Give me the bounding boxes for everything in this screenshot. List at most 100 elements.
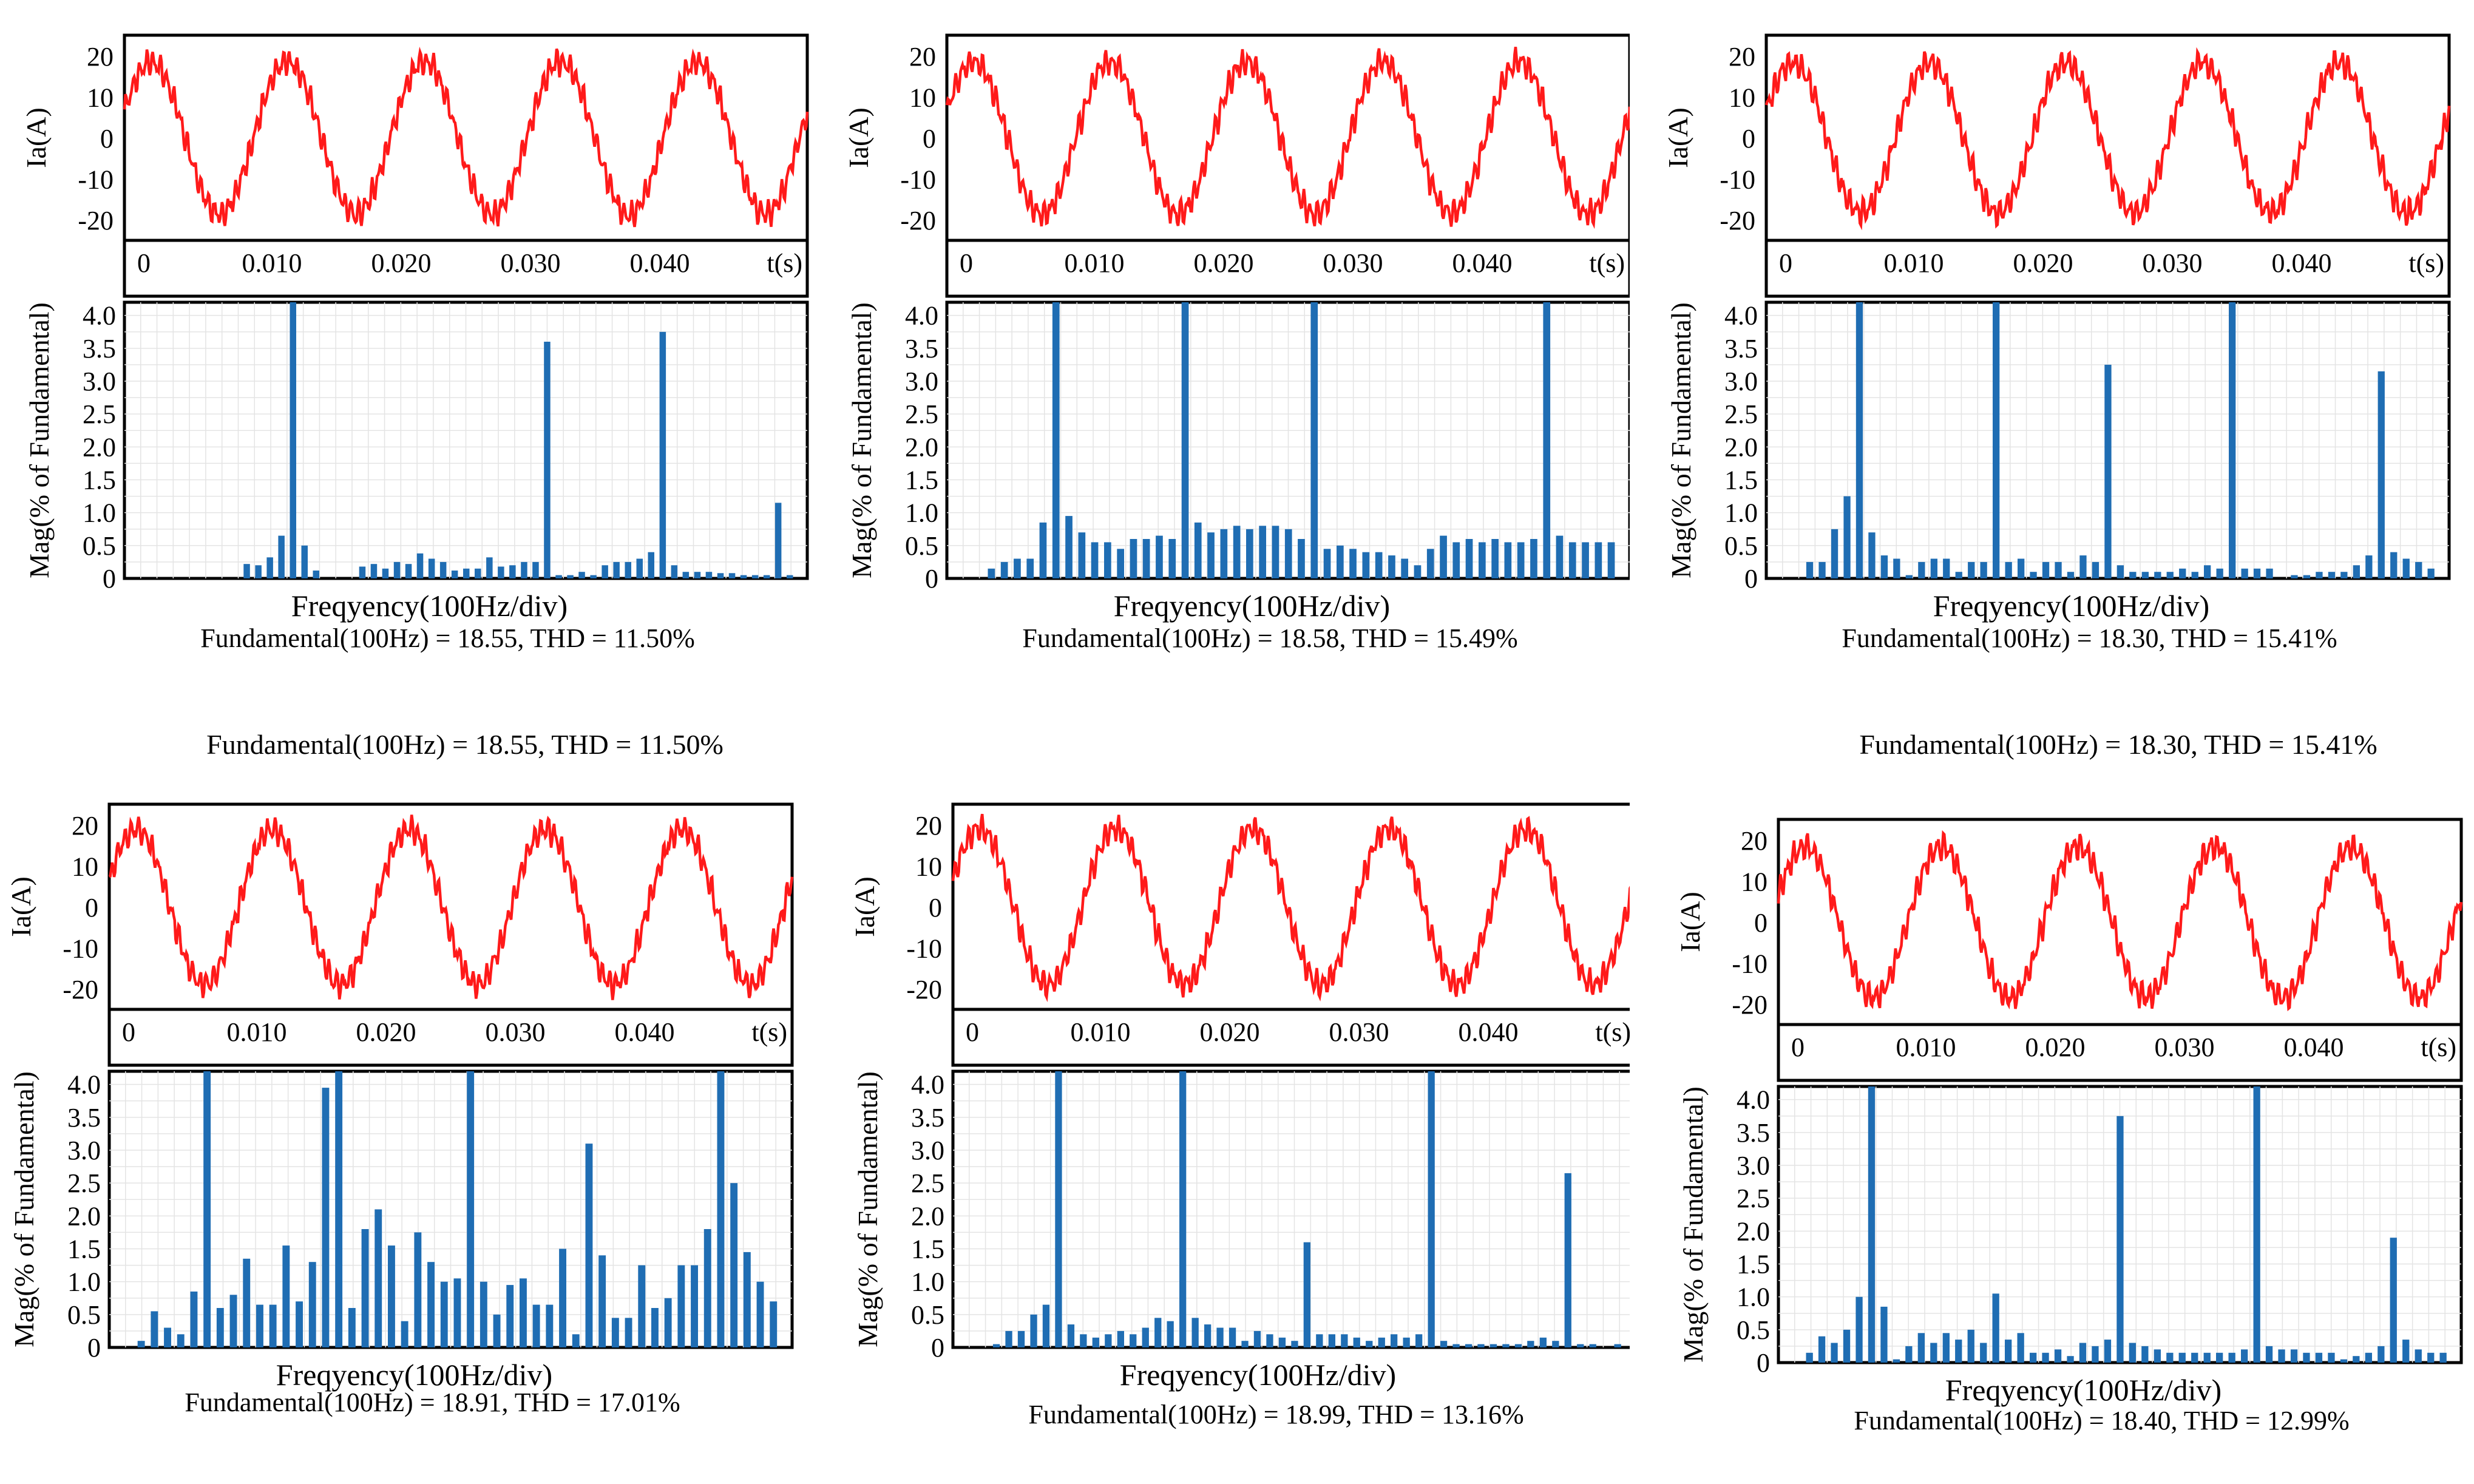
harmonic-bar	[1241, 1341, 1249, 1347]
harmonic-bar	[2204, 565, 2211, 578]
spec-ytick-label: 1.5	[1737, 1250, 1770, 1279]
harmonic-bar	[2216, 568, 2223, 579]
harmonic-bar	[416, 553, 424, 578]
harmonic-bar	[1253, 1330, 1261, 1347]
time-tick-label: 0.010	[1065, 248, 1125, 278]
harmonic-bar	[2116, 1116, 2124, 1363]
harmonic-bar	[1426, 549, 1434, 579]
spec-ylabel: Mag(% of Fundamental)	[852, 1071, 883, 1347]
spec-ytick-label: 1.0	[1724, 498, 1758, 528]
harmonic-bar	[1207, 532, 1215, 578]
spec-ytick-label: 3.5	[83, 334, 116, 364]
harmonic-bar	[2439, 1352, 2447, 1363]
harmonic-bar	[691, 1265, 698, 1347]
harmonic-bar	[743, 1252, 751, 1347]
spec-ylabel: Mag(% of Fundamental)	[846, 302, 877, 578]
harmonic-bar	[1942, 1333, 1950, 1363]
harmonic-bar	[335, 1071, 343, 1347]
current-waveform-line	[945, 47, 1630, 229]
wave-ytick-label: -10	[1720, 165, 1755, 195]
harmonic-bar	[1880, 555, 1888, 578]
wave-ytick-label: -10	[1732, 949, 1767, 979]
harmonic-bar	[1917, 1333, 1925, 1363]
time-tick-label: 0.030	[2143, 248, 2203, 278]
spec-ylabel: Mag(% of Fundamental)	[1666, 302, 1696, 578]
wave-ylabel: Ia(A)	[5, 876, 36, 937]
harmonic-bar	[2353, 565, 2360, 578]
panel-top-middle: 20 10 0 -10 -20 Ia(A) 0 0.010 0.020 0.030 0.040 t(s…	[843, 33, 1630, 653]
harmonic-bar	[1465, 539, 1473, 578]
harmonic-bar	[1831, 529, 1839, 579]
wave-ytick-label: -20	[78, 206, 114, 235]
wave-ytick-label: -20	[906, 975, 942, 1005]
harmonic-bar	[308, 1262, 316, 1347]
spec-ytick-label: 3.0	[905, 367, 938, 396]
harmonic-bar	[751, 575, 759, 578]
harmonic-bar	[2315, 1352, 2323, 1363]
time-tick-label: 0.010	[1071, 1017, 1131, 1047]
thd-caption: Fundamental(100Hz) = 18.99, THD = 13.16%	[1028, 1400, 1523, 1429]
harmonic-bar	[2079, 1343, 2087, 1363]
harmonic-bar	[1856, 1296, 1863, 1363]
harmonic-bar	[1278, 1337, 1286, 1348]
wave-ylabel: Ia(A)	[1675, 892, 1706, 952]
harmonic-bar	[2154, 1349, 2161, 1363]
harmonic-bar	[1556, 535, 1564, 578]
harmonic-bar	[1415, 1334, 1423, 1347]
spec-ytick-label: 1.5	[67, 1235, 101, 1264]
waveform-plot-area	[951, 802, 1630, 1011]
harmonic-bar	[439, 561, 447, 578]
harmonic-bar	[216, 1308, 224, 1347]
spec-xlabel: Freqyency(100Hz/div)	[1114, 589, 1390, 623]
harmonic-bar	[717, 1071, 725, 1347]
harmonic-bar	[1589, 1344, 1596, 1347]
harmonic-bar	[1428, 1071, 1435, 1347]
harmonic-bar	[440, 1281, 448, 1347]
harmonic-bar	[1831, 1343, 1838, 1363]
harmonic-bar	[1582, 542, 1589, 578]
harmonic-bar	[1130, 1334, 1137, 1347]
spec-xlabel: Freqyency(100Hz/div)	[291, 589, 568, 623]
harmonic-bar	[1614, 1344, 1621, 1347]
spec-ytick-label: 0.5	[1737, 1315, 1770, 1345]
harmonic-bar	[2303, 1352, 2310, 1363]
harmonic-bar	[453, 1278, 461, 1348]
harmonic-bar	[1806, 561, 1814, 578]
time-tick-label: 0.010	[1896, 1032, 1956, 1062]
harmonic-bar	[1388, 555, 1395, 578]
harmonic-bar	[2216, 1352, 2223, 1363]
spec-ytick-label: 3.0	[911, 1136, 944, 1165]
spec-ytick-label: 0	[931, 1333, 944, 1363]
harmonic-bar	[1191, 1318, 1199, 1348]
harmonic-bar	[203, 1071, 211, 1347]
spec-ytick-label: 2.0	[67, 1201, 101, 1231]
harmonic-bar	[388, 1245, 395, 1347]
harmonic-bar	[521, 561, 527, 578]
spec-ytick-label: 0	[1757, 1348, 1770, 1378]
harmonic-bar	[493, 1314, 501, 1347]
time-axis-box	[1777, 1023, 2463, 1082]
spec-ytick-label: 0.5	[83, 531, 116, 561]
harmonic-bar	[2055, 561, 2062, 578]
harmonic-bar	[1527, 1341, 1534, 1347]
harmonic-bar	[1477, 1344, 1485, 1347]
harmonic-bar	[2067, 1356, 2074, 1363]
time-tick-label: 0.020	[2013, 248, 2073, 278]
harmonic-bar	[677, 1265, 685, 1347]
time-axis-box	[107, 1008, 794, 1067]
harmonic-bar	[2228, 1352, 2235, 1363]
harmonic-bar	[2104, 1340, 2112, 1363]
harmonic-bar	[1880, 1306, 1888, 1363]
wave-ytick-label: -20	[1720, 206, 1755, 235]
harmonic-bar	[414, 1232, 422, 1347]
spec-ytick-label: 2.5	[1724, 399, 1758, 429]
spec-ytick-label: 2.5	[83, 399, 116, 429]
spec-ytick-label: 0.5	[911, 1300, 944, 1330]
harmonic-bar	[1893, 558, 1900, 578]
time-tick-label: 0.040	[2272, 248, 2332, 278]
time-unit-label: t(s)	[751, 1017, 787, 1047]
harmonic-bar	[2377, 371, 2385, 579]
harmonic-bar	[1955, 1340, 1962, 1363]
harmonic-bar	[1142, 1327, 1149, 1347]
wave-ytick-label: -10	[906, 934, 942, 964]
